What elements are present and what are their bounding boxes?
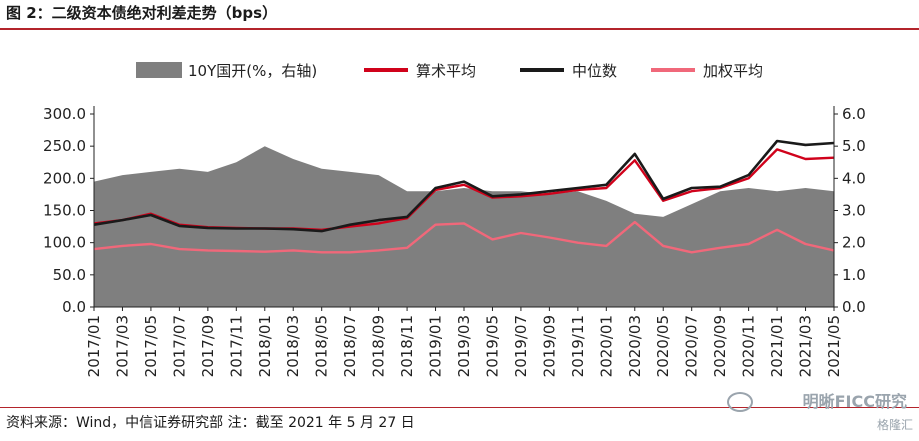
- source-note: 资料来源：Wind，中信证券研究部 注：截至 2021 年 5 月 27 日: [6, 415, 415, 431]
- watermark-sub: 格隆汇: [876, 418, 913, 432]
- x-tick-label: 2020/11: [740, 315, 758, 377]
- left-tick-label: 50.0: [53, 266, 86, 284]
- line-median: [93, 139, 835, 233]
- x-tick-label: 2018/07: [341, 315, 359, 377]
- left-tick-label: 300.0: [43, 105, 86, 123]
- legend-label: 中位数: [572, 62, 617, 80]
- x-tick-label: 2020/05: [654, 315, 672, 377]
- legend-label: 10Y国开(%，右轴): [188, 62, 317, 80]
- x-tick-label: 2017/01: [85, 315, 103, 377]
- x-tick-label: 2017/03: [113, 315, 131, 377]
- chart-title: 图 2：二级资本债绝对利差走势（bps）: [6, 4, 278, 22]
- right-tick-label: 0.0: [842, 298, 866, 316]
- right-tick-label: 4.0: [842, 169, 866, 187]
- x-tick-label: 2019/01: [427, 315, 445, 377]
- line-weighted: [93, 220, 835, 254]
- x-tick-label: 2018/11: [398, 315, 416, 377]
- x-tick-label: 2020/07: [683, 315, 701, 377]
- right-tick-label: 3.0: [842, 202, 866, 220]
- title-divider: [0, 28, 919, 30]
- left-tick-label: 250.0: [43, 137, 86, 155]
- right-tick-label: 6.0: [842, 105, 866, 123]
- x-tick-label: 2021/03: [797, 315, 815, 377]
- line-layer: [93, 139, 835, 254]
- area-10y-cdb: [94, 146, 834, 307]
- x-tick-label: 2021/01: [768, 315, 786, 377]
- chart: 10Y国开(%，右轴) 算术平均 中位数 加权平均 0.0 50.0 100.0 150.0…: [43, 62, 866, 377]
- axes: 0.0 50.0 100.0 150.0 200.0 250.0 300.0 0.0 1.0 2.…: [43, 105, 866, 377]
- x-tick-label: 2019/07: [512, 315, 530, 377]
- x-tick-label: 2019/03: [455, 315, 473, 377]
- left-tick-label: 150.0: [43, 202, 86, 220]
- x-tick-label: 2020/03: [626, 315, 644, 377]
- legend-label: 算术平均: [416, 62, 476, 80]
- right-tick-label: 5.0: [842, 137, 866, 155]
- right-tick-label: 1.0: [842, 266, 866, 284]
- x-tick-label: 2020/09: [711, 315, 729, 377]
- x-tick-label: 2019/11: [569, 315, 587, 377]
- x-tick-label: 2018/09: [370, 315, 388, 377]
- watermark: 明晰FICC研究: [802, 392, 907, 411]
- x-tick-label: 2018/05: [313, 315, 331, 377]
- area-layer: [94, 146, 834, 307]
- wechat-icon: [727, 392, 753, 412]
- x-tick-label: 2019/09: [540, 315, 558, 377]
- legend-swatch-area: [136, 62, 182, 78]
- x-tick-label: 2021/05: [825, 315, 843, 377]
- legend: 10Y国开(%，右轴) 算术平均 中位数 加权平均: [136, 62, 763, 80]
- source-divider: [0, 407, 919, 408]
- x-tick-label: 2018/01: [256, 315, 274, 377]
- left-tick-label: 100.0: [43, 234, 86, 252]
- x-tick-label: 2017/11: [227, 315, 245, 377]
- right-tick-label: 2.0: [842, 234, 866, 252]
- x-tick-label: 2018/03: [284, 315, 302, 377]
- x-tick-label: 2020/01: [597, 315, 615, 377]
- legend-label: 加权平均: [703, 62, 763, 80]
- x-tick-label: 2019/05: [483, 315, 501, 377]
- left-tick-label: 0.0: [62, 298, 86, 316]
- x-tick-label: 2017/05: [142, 315, 160, 377]
- x-tick-label: 2017/09: [199, 315, 217, 377]
- left-tick-label: 200.0: [43, 169, 86, 187]
- x-tick-label: 2017/07: [170, 315, 188, 377]
